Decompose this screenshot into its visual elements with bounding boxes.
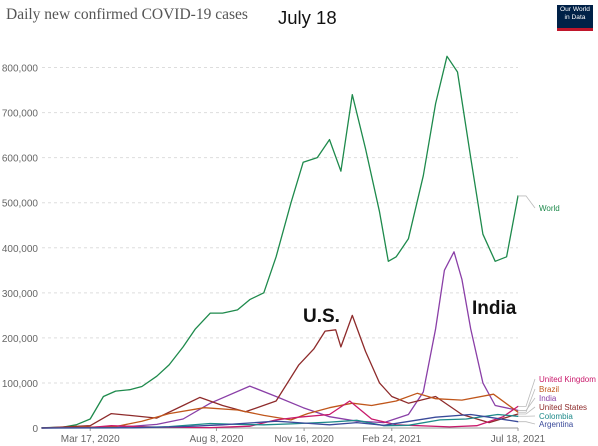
owid-logo[interactable]: Our World in Data — [557, 5, 593, 31]
y-tick-label: 300,000 — [2, 289, 39, 300]
series-label-colombia: Colombia — [539, 412, 573, 421]
chart-title: Daily new confirmed COVID-19 cases — [6, 6, 248, 23]
series-label-united-kingdom: United Kingdom — [539, 375, 596, 384]
leader-line — [518, 406, 536, 415]
series-label-india: India — [539, 394, 557, 403]
india-annotation: India — [472, 298, 517, 319]
series-line-argentina[interactable] — [41, 413, 519, 429]
logo-line-1: Our World — [560, 6, 590, 13]
y-tick-label: 500,000 — [2, 199, 39, 210]
series-line-brazil[interactable] — [41, 392, 519, 429]
y-tick-label: 600,000 — [2, 154, 39, 165]
series-label-argentina: Argentina — [539, 420, 574, 429]
series-line-united-kingdom[interactable] — [41, 400, 519, 429]
leader-line — [518, 378, 536, 407]
x-tick-label: Mar 17, 2020 — [61, 434, 120, 445]
series-label-united-states: United States — [539, 403, 587, 412]
x-tick-label: Aug 8, 2020 — [189, 434, 243, 445]
y-tick-label: 200,000 — [2, 334, 39, 345]
x-tick-label: Feb 24, 2021 — [362, 434, 421, 445]
tick-labels: 0 100,000 200,000 300,000 400,000 500,000 600,… — [2, 64, 546, 445]
leader-line — [518, 195, 536, 209]
leader-line — [518, 397, 536, 411]
series-line-united-states[interactable] — [41, 314, 519, 429]
x-tick-label: Nov 16, 2020 — [274, 434, 334, 445]
series-label-brazil: Brazil — [539, 385, 559, 394]
date-overlay: July 18 — [278, 7, 337, 28]
series-label-world: World — [539, 204, 560, 213]
x-tick-label: Jul 18, 2021 — [491, 434, 546, 445]
leader-line — [518, 421, 536, 425]
y-tick-label: 400,000 — [2, 244, 39, 255]
series-line-colombia[interactable] — [41, 413, 519, 429]
leader-line — [518, 388, 536, 413]
grid-lines — [42, 67, 518, 429]
us-annotation: U.S. — [303, 306, 340, 327]
y-tick-label: 800,000 — [2, 64, 39, 75]
y-tick-label: 0 — [32, 424, 38, 435]
series-lines — [41, 55, 519, 429]
y-tick-label: 700,000 — [2, 109, 39, 120]
y-tick-label: 100,000 — [2, 379, 39, 390]
series-line-world[interactable] — [41, 55, 519, 429]
series-line-india[interactable] — [41, 251, 519, 429]
logo-line-2: in Data — [564, 14, 586, 21]
